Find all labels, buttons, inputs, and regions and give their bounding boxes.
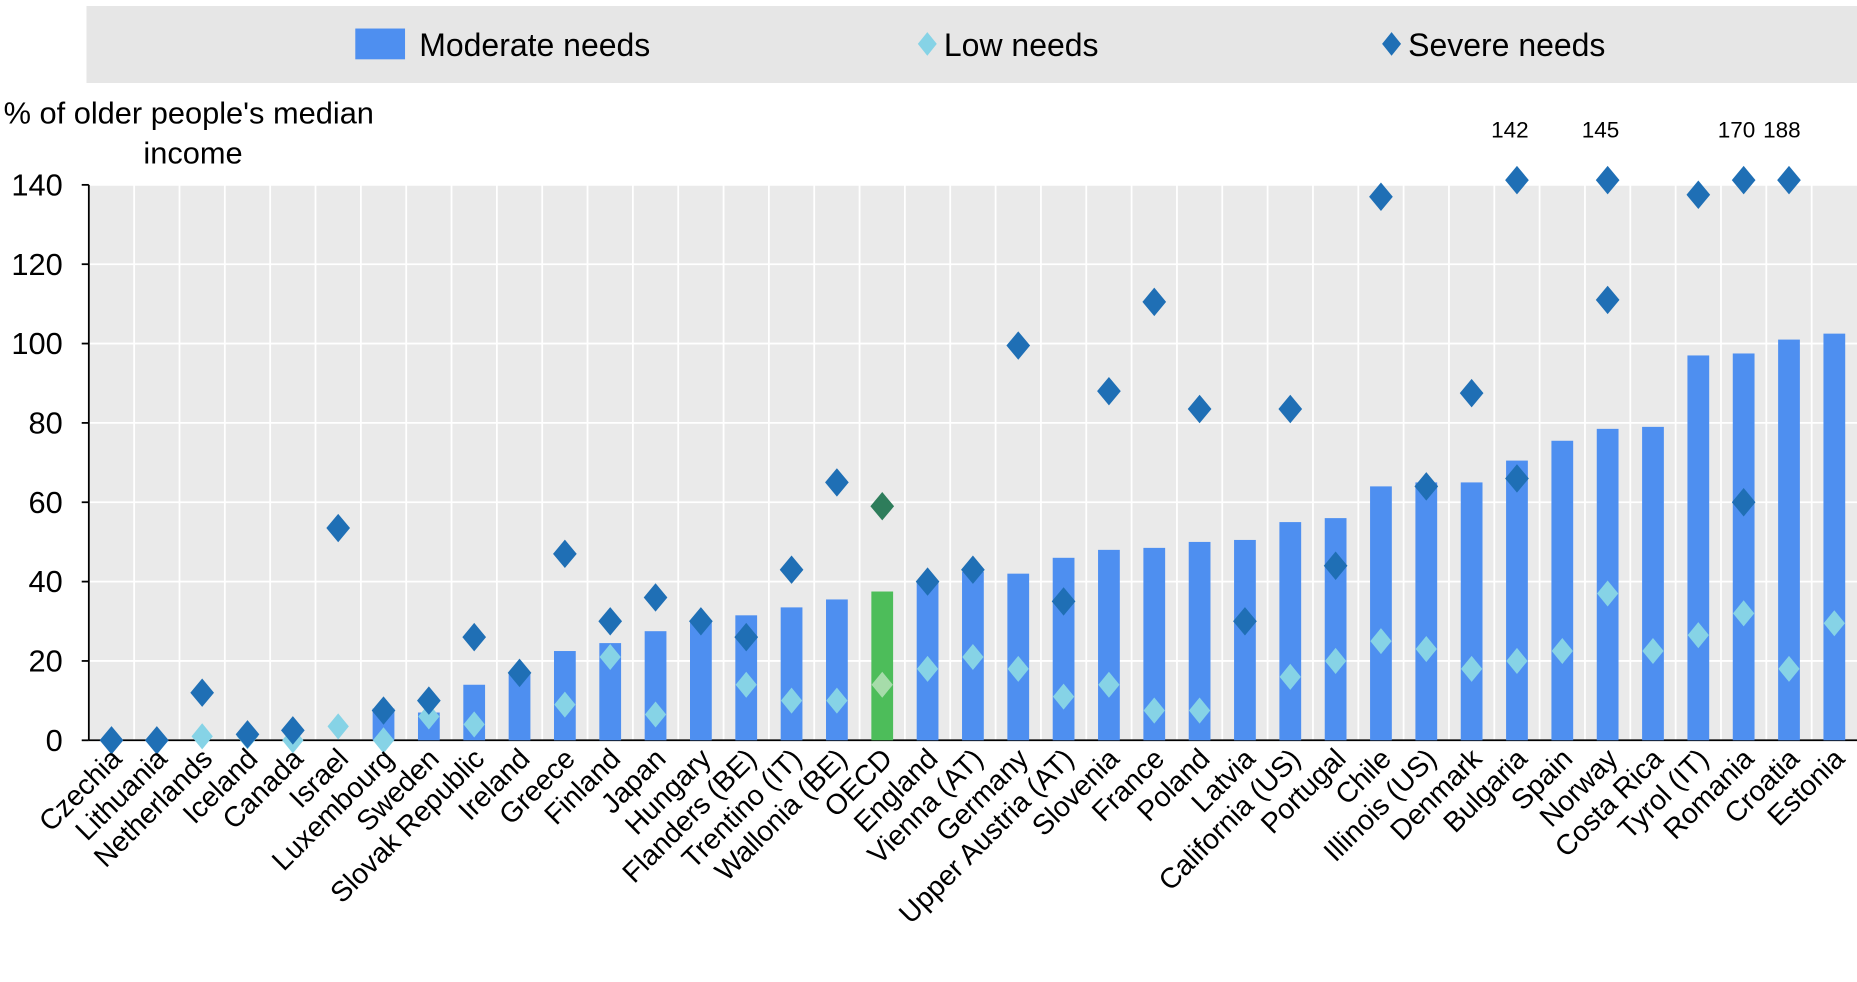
legend-label: Severe needs [1408,27,1605,63]
value-label: 142 [1491,117,1529,142]
bar [780,607,803,741]
bar [1279,522,1302,741]
severe-marker [779,555,804,584]
bar [1415,482,1438,741]
legend-label: Moderate needs [419,27,650,63]
low-marker [554,691,576,718]
bar [1823,333,1846,741]
severe-marker [643,583,668,612]
legend-swatch [355,28,406,60]
low-marker [1823,610,1845,637]
severe-marker [235,720,260,749]
severe-marker [1233,607,1257,636]
bar [826,599,848,741]
severe-marker [825,468,849,497]
severe-marker [1369,182,1393,211]
low-marker [1188,697,1211,724]
severe-marker [462,622,487,652]
bar [1506,460,1528,741]
y-tick-label: 20 [29,644,63,679]
y-axis-label-line: income [143,136,242,171]
bar [1188,541,1211,741]
severe-marker [1414,472,1439,501]
y-axis-label-line: % of older people's median [4,95,374,130]
value-label: 145 [1582,117,1620,142]
low-marker [1052,683,1075,710]
y-tick-label: 0 [46,723,63,758]
severe-marker [734,622,759,652]
low-marker [1370,628,1392,655]
bar [1098,549,1120,741]
y-tick-label: 120 [11,247,62,282]
low-marker [916,655,939,682]
value-label: 188 [1763,117,1801,142]
bar [1551,440,1574,741]
y-tick-label: 60 [29,485,63,520]
severe-marker [598,607,623,636]
low-marker [1460,655,1483,682]
y-tick-label: 40 [29,564,63,599]
y-tick-label: 140 [11,168,62,203]
bar [1778,339,1800,741]
low-marker [962,643,984,671]
low-marker [463,711,485,738]
severe-marker [1278,394,1303,424]
severe-marker [144,726,169,755]
low-marker [191,723,213,750]
bar [1687,355,1710,741]
low-marker [599,643,621,671]
severe-marker [281,716,305,745]
low-marker [1143,697,1165,724]
y-axis-label: % of older people's median income [4,95,383,170]
low-marker [1098,671,1120,698]
severe-marker [1731,488,1756,517]
bar [599,643,622,741]
severe-marker [1097,376,1121,406]
low-marker [1778,655,1800,682]
y-tick-label: 80 [29,406,63,441]
severe-marker [1595,165,1620,195]
bar [1143,547,1166,741]
bar [871,591,894,741]
low-marker [1506,647,1528,674]
severe-marker [961,555,985,584]
low-marker [1007,655,1029,682]
severe-marker [553,539,577,569]
low-marker [418,703,440,730]
low-marker [871,671,893,698]
severe-marker [1459,378,1484,408]
bar [1324,518,1347,741]
bar [508,672,531,741]
bar [1234,539,1256,741]
low-marker [826,687,848,714]
value-label: 170 [1718,117,1756,142]
bar [1642,426,1664,741]
severe-marker [1731,165,1756,195]
severe-marker [1686,180,1711,209]
severe-marker [1187,394,1212,424]
bar [1460,482,1483,741]
y-tick-label: 100 [11,326,62,361]
bar [1732,353,1755,741]
bar [1370,486,1392,741]
low-marker [372,727,395,754]
bar [690,621,712,741]
severe-marker [1595,285,1620,315]
low-marker [327,713,349,740]
low-marker [735,671,757,698]
low-marker [1415,636,1437,663]
low-marker [644,701,667,728]
severe-marker [689,607,713,636]
low-marker [780,687,803,714]
bar [1052,557,1075,741]
legend-label: Low needs [944,27,1099,63]
low-marker [1642,638,1664,665]
severe-marker [870,492,895,521]
